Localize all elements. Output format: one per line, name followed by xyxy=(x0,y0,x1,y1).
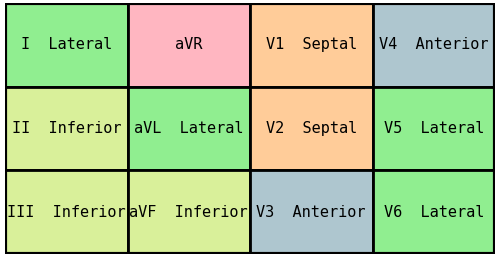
Text: V3  Anterior: V3 Anterior xyxy=(256,205,366,220)
Text: I  Lateral: I Lateral xyxy=(20,37,112,52)
Bar xyxy=(372,3,495,87)
Bar xyxy=(128,87,250,170)
Bar xyxy=(5,87,128,170)
Text: aVL  Lateral: aVL Lateral xyxy=(134,121,244,136)
Text: V6  Lateral: V6 Lateral xyxy=(384,205,484,220)
Bar xyxy=(372,87,495,170)
Text: III  Inferior: III Inferior xyxy=(7,205,126,220)
Bar xyxy=(250,87,372,170)
Bar xyxy=(5,170,128,254)
Text: II  Inferior: II Inferior xyxy=(12,121,121,136)
Bar xyxy=(250,3,372,87)
Bar xyxy=(128,170,250,254)
Text: aVF  Inferior: aVF Inferior xyxy=(130,205,248,220)
Text: aVR: aVR xyxy=(175,37,203,52)
Text: V1  Septal: V1 Septal xyxy=(266,37,357,52)
Bar xyxy=(128,3,250,87)
Text: V5  Lateral: V5 Lateral xyxy=(384,121,484,136)
Bar xyxy=(250,170,372,254)
Bar xyxy=(372,170,495,254)
Text: V2  Septal: V2 Septal xyxy=(266,121,357,136)
Text: V4  Anterior: V4 Anterior xyxy=(379,37,488,52)
Bar xyxy=(5,3,128,87)
